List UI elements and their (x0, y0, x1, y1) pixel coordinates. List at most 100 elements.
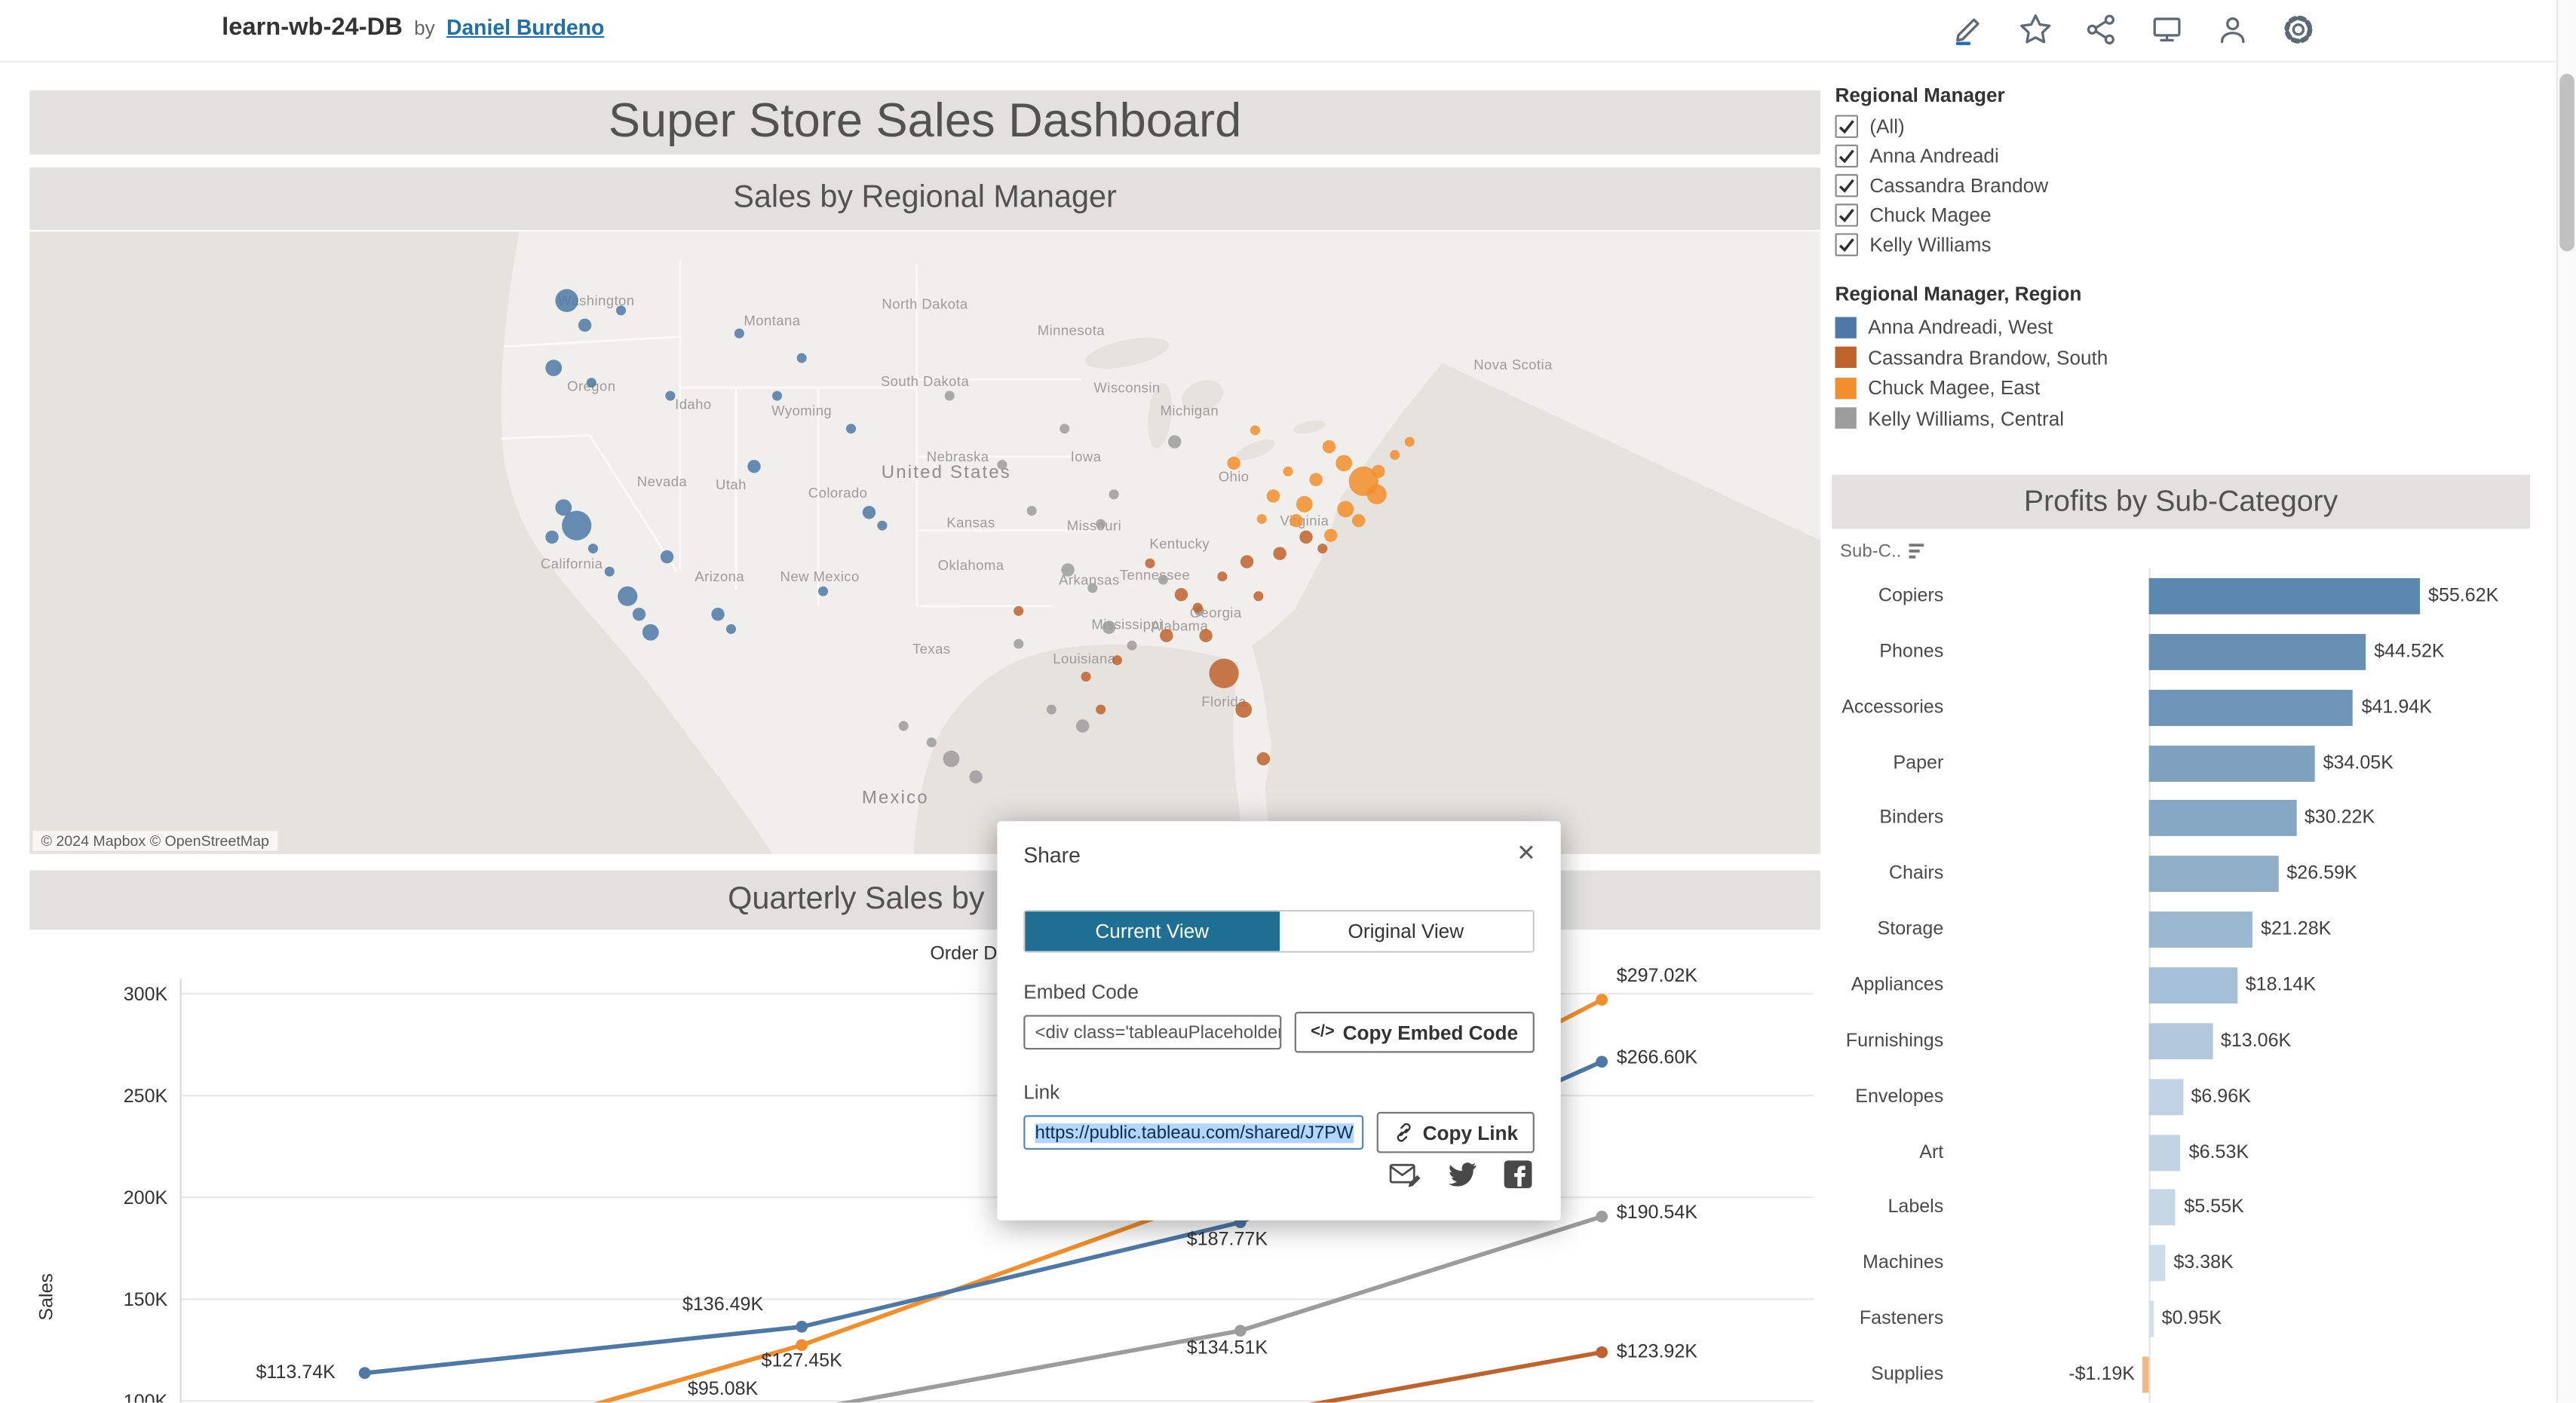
map-city-mark-south[interactable] (1299, 530, 1313, 544)
favorite-star-icon[interactable] (2017, 11, 2053, 47)
map-city-mark-central[interactable] (943, 750, 960, 767)
map-city-mark-east[interactable] (1290, 513, 1303, 528)
line-point-anna-andreadi-west[interactable] (796, 1320, 808, 1333)
map-city-mark-south[interactable] (1081, 672, 1091, 682)
map-city-mark-west[interactable] (771, 391, 783, 401)
filter-item-anna-andreadi[interactable]: Anna Andreadi (1835, 141, 2048, 170)
map-city-mark-west[interactable] (725, 623, 737, 634)
map-city-mark-central[interactable] (997, 460, 1007, 470)
map-city-mark-west[interactable] (545, 360, 563, 376)
map-city-mark-west[interactable] (747, 460, 761, 473)
facebook-share-icon[interactable] (1500, 1156, 1535, 1191)
map-city-mark-south[interactable] (1014, 605, 1024, 616)
filter-item-kelly-williams[interactable]: Kelly Williams (1835, 230, 2048, 259)
map-city-mark-east[interactable] (1250, 425, 1260, 436)
line-point-chuck-magee-east[interactable] (1596, 994, 1608, 1006)
profit-bar[interactable] (2148, 911, 2253, 948)
line-point-anna-andreadi-west[interactable] (358, 1367, 371, 1380)
filter-item-cassandra-brandow[interactable]: Cassandra Brandow (1835, 171, 2048, 201)
copy-embed-code-button[interactable]: </> Copy Embed Code (1294, 1012, 1535, 1053)
profit-bar[interactable] (2148, 1078, 2183, 1115)
map-city-mark-central[interactable] (944, 391, 955, 401)
map-city-mark-west[interactable] (660, 550, 674, 564)
map-city-mark-west[interactable] (817, 586, 829, 596)
map-city-mark-west[interactable] (734, 328, 744, 338)
twitter-share-icon[interactable] (1444, 1156, 1479, 1191)
profit-bar[interactable] (2148, 800, 2296, 837)
map-city-mark-central[interactable] (1102, 620, 1116, 634)
profit-bar[interactable] (2148, 1134, 2181, 1171)
map-city-mark-east[interactable] (1323, 528, 1338, 542)
settings-gear-icon[interactable] (2280, 11, 2317, 47)
map-city-mark-west[interactable] (877, 520, 888, 531)
map-city-mark-west[interactable] (796, 353, 807, 363)
author-link[interactable]: Daniel Burdeno (446, 14, 605, 40)
copy-link-button[interactable]: Copy Link (1376, 1111, 1535, 1153)
map-city-mark-south[interactable] (1253, 591, 1264, 602)
scrollbar-thumb[interactable] (2559, 74, 2574, 252)
filter-item-all[interactable]: (All) (1835, 112, 2048, 141)
map-city-mark-south[interactable] (1256, 752, 1271, 766)
legend-item-kelly-williams-central[interactable]: Kelly Williams, Central (1835, 403, 2108, 433)
map-city-mark-east[interactable] (1283, 466, 1293, 476)
embed-code-input[interactable]: <div class='tableauPlaceholder' (1023, 1015, 1281, 1050)
map-city-mark-central[interactable] (926, 737, 937, 748)
map-city-mark-east[interactable] (1404, 437, 1415, 447)
map-city-mark-central[interactable] (1014, 639, 1024, 649)
map-city-mark-central[interactable] (1061, 563, 1075, 577)
sales-line-cassandra-brandow-south[interactable] (365, 1349, 1604, 1403)
map-city-mark-east[interactable] (1266, 489, 1280, 503)
map-city-mark-west[interactable] (711, 608, 725, 621)
map-city-mark-central[interactable] (1026, 506, 1037, 516)
map-city-mark-central[interactable] (1158, 574, 1168, 585)
legend-item-chuck-magee-east[interactable]: Chuck Magee, East (1835, 373, 2108, 403)
map-city-mark-west[interactable] (555, 289, 578, 312)
sales-line-kelly-williams-central[interactable] (365, 1214, 1604, 1403)
map-city-mark-east[interactable] (1372, 464, 1385, 478)
map-city-mark-south[interactable] (1317, 544, 1328, 554)
map-city-mark-west[interactable] (587, 544, 599, 554)
sub-category-column-header[interactable]: Sub-C.. (1840, 542, 1927, 562)
edit-icon[interactable] (1952, 11, 1988, 47)
map-city-mark-central[interactable] (969, 770, 983, 784)
fullscreen-icon[interactable] (2149, 11, 2185, 47)
map-city-mark-south[interactable] (1199, 629, 1213, 642)
map-city-mark-central[interactable] (1075, 719, 1090, 733)
map-city-mark-west[interactable] (618, 586, 638, 606)
line-point-kelly-williams-central[interactable] (1596, 1210, 1608, 1223)
map-city-mark-east[interactable] (1256, 513, 1267, 524)
map-city-mark-west[interactable] (862, 506, 876, 519)
map-city-mark-west[interactable] (578, 318, 592, 332)
map-city-mark-south[interactable] (1240, 555, 1254, 568)
map-city-mark-central[interactable] (1060, 424, 1070, 434)
map-city-mark-south[interactable] (1209, 658, 1239, 688)
map-city-mark-west[interactable] (604, 566, 615, 577)
line-point-chuck-magee-east[interactable] (796, 1339, 808, 1352)
map-city-mark-east[interactable] (1351, 513, 1366, 528)
map-city-mark-east[interactable] (1296, 495, 1313, 513)
map-city-mark-south[interactable] (1235, 701, 1253, 718)
map-city-mark-west[interactable] (562, 510, 592, 541)
line-point-kelly-williams-central[interactable] (1234, 1325, 1247, 1337)
map-city-mark-east[interactable] (1336, 455, 1352, 472)
map-city-mark-central[interactable] (1096, 519, 1106, 529)
legend-item-cassandra-brandow-south[interactable]: Cassandra Brandow, South (1835, 342, 2108, 372)
map-city-mark-east[interactable] (1322, 440, 1336, 454)
filter-item-chuck-magee[interactable]: Chuck Magee (1835, 201, 2048, 230)
tab-original-view[interactable]: Original View (1279, 911, 1533, 951)
profit-bar[interactable] (2148, 577, 2421, 614)
map-city-mark-west[interactable] (545, 530, 559, 544)
map-city-mark-west[interactable] (642, 623, 659, 641)
map-city-mark-east[interactable] (1337, 501, 1354, 518)
map-city-mark-south[interactable] (1273, 547, 1286, 560)
map-city-mark-central[interactable] (1167, 435, 1182, 449)
legend-item-anna-andreadi-west[interactable]: Anna Andreadi, West (1835, 312, 2108, 342)
line-point-anna-andreadi-west[interactable] (1596, 1055, 1608, 1068)
profit-bar[interactable] (2148, 1300, 2154, 1337)
profit-bar[interactable] (2148, 856, 2279, 893)
map-city-mark-west[interactable] (555, 499, 572, 516)
profit-bar[interactable] (2148, 967, 2237, 1003)
map-city-mark-south[interactable] (1160, 629, 1173, 642)
profit-bar[interactable] (2148, 1022, 2213, 1059)
